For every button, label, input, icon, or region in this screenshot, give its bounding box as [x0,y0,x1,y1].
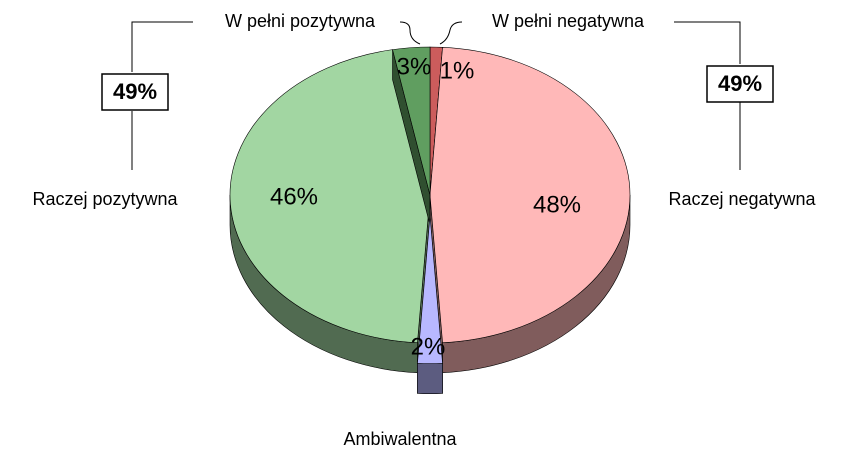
value-label: 2% [411,333,446,360]
slice [392,46,431,196]
value-label: 46% [270,183,318,210]
leader-lines [131,21,741,170]
slice [429,46,631,344]
leader-line [674,21,741,64]
pie [229,46,631,395]
slice [229,49,431,344]
slice-side [417,363,443,395]
leader-line [439,21,463,45]
category-label: W pełni negatywna [492,11,645,31]
category-label: Ambiwalentna [343,429,457,449]
value-label: 3% [397,53,432,80]
category-label: Raczej negatywna [668,189,816,209]
annotation-box [101,73,169,111]
leader-line [399,21,421,45]
value-label: 1% [440,57,475,84]
category-label: W pełni pozytywna [225,11,376,31]
slice [417,215,443,365]
category-label: Raczej pozytywna [32,189,178,209]
labels: W pełni negatywna 1% Raczej negatywna 48% Am… [32,11,816,449]
annotation: 49% [718,71,762,96]
leader-line [131,21,193,72]
value-label: 48% [533,191,581,218]
annotation: 49% [113,79,157,104]
annotation-box [706,65,774,103]
